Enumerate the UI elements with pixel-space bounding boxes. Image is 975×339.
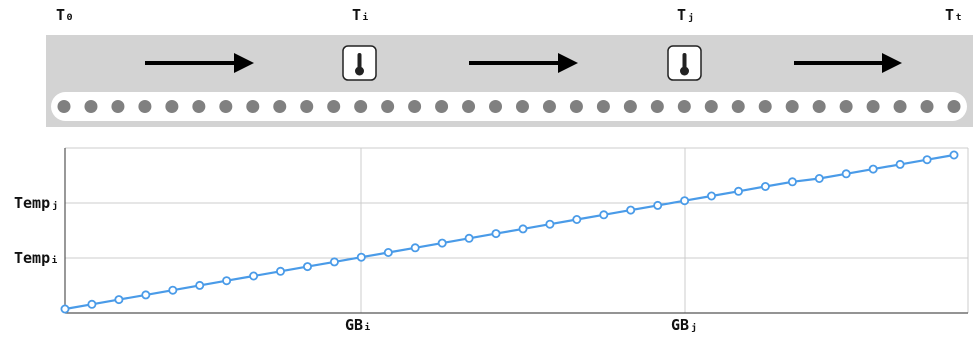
series-point: [302, 262, 312, 272]
series-point: [626, 205, 636, 215]
timeline-dot: [677, 100, 691, 113]
y-tick-label-tempj: Tempⱼ: [14, 194, 60, 212]
series-point: [707, 191, 717, 201]
series-point: [60, 304, 70, 314]
series-point: [922, 155, 932, 165]
series-point: [868, 164, 878, 174]
timeline-dot: [596, 100, 610, 113]
timeline-dot: [192, 100, 206, 113]
timeline-dot: [246, 100, 260, 113]
series-point: [87, 299, 97, 309]
timeline-dot: [812, 100, 826, 113]
timeline-dot: [947, 100, 961, 113]
timeline-dot: [893, 100, 907, 113]
timeline-dot: [273, 100, 287, 113]
series-point: [518, 224, 528, 234]
timeline-dot: [785, 100, 799, 113]
timeline-dot: [462, 100, 476, 113]
thermometer-icon: [667, 45, 702, 81]
series-line: [64, 153, 955, 311]
series-point: [195, 280, 205, 290]
timeline-dot: [569, 100, 583, 113]
timeline-dot: [731, 100, 745, 113]
timeline-dot: [327, 100, 341, 113]
series-point: [383, 247, 393, 257]
series-point: [275, 266, 285, 276]
series-point: [464, 233, 474, 243]
timeline-dot: [920, 100, 934, 113]
series-point: [680, 196, 690, 206]
timeline-dot: [542, 100, 556, 113]
series-point: [895, 159, 905, 169]
series-point: [653, 200, 663, 210]
timeline-dot: [57, 100, 71, 113]
timeline-dot: [623, 100, 637, 113]
series-point: [249, 271, 259, 281]
arrow-3: [794, 53, 902, 73]
dot-track: [51, 92, 967, 121]
series-point: [734, 186, 744, 196]
series-point: [760, 181, 770, 191]
ti-label: Tᵢ: [352, 6, 371, 24]
series-point: [114, 295, 124, 305]
series-point: [141, 290, 151, 300]
timeline-dot: [354, 100, 368, 113]
timeline-dot: [435, 100, 449, 113]
series-point: [222, 276, 232, 286]
series-point: [949, 150, 959, 160]
timeline-dot: [381, 100, 395, 113]
timeline-dot: [515, 100, 529, 113]
timeline-dot: [300, 100, 314, 113]
tt-label: Tₜ: [945, 6, 964, 24]
timeline-dot: [650, 100, 664, 113]
timeline-dot: [138, 100, 152, 113]
series-point: [599, 210, 609, 220]
series-point: [437, 238, 447, 248]
arrow-2: [469, 53, 578, 73]
series-point: [814, 173, 824, 183]
series-point: [545, 219, 555, 229]
timeline-dot: [408, 100, 422, 113]
timeline-dot: [839, 100, 853, 113]
timeline-dot: [489, 100, 503, 113]
x-tick-label-gbj: GBⱼ: [671, 316, 699, 334]
series-points: [60, 150, 959, 314]
series-point: [491, 229, 501, 239]
timeline-dot: [84, 100, 98, 113]
tj-label: Tⱼ: [677, 6, 696, 24]
timeline-dot: [219, 100, 233, 113]
series-point: [168, 285, 178, 295]
series-point: [356, 252, 366, 262]
timeline-dot: [866, 100, 880, 113]
thermometer-icon: [342, 45, 377, 81]
timeline-dot: [704, 100, 718, 113]
dot-row: [57, 100, 961, 113]
x-tick-label-gbi: GBᵢ: [345, 316, 373, 334]
series-point: [329, 257, 339, 267]
arrow-1: [145, 53, 254, 73]
timeline-dot: [111, 100, 125, 113]
timeline-dot: [758, 100, 772, 113]
t0-label: T₀: [56, 6, 75, 24]
chart-grid: [65, 147, 969, 313]
timeline-dot: [165, 100, 179, 113]
series-point: [410, 243, 420, 253]
series-point: [841, 169, 851, 179]
series-point: [787, 177, 797, 187]
y-tick-label-tempi: Tempᵢ: [14, 249, 60, 267]
series-point: [572, 214, 582, 224]
